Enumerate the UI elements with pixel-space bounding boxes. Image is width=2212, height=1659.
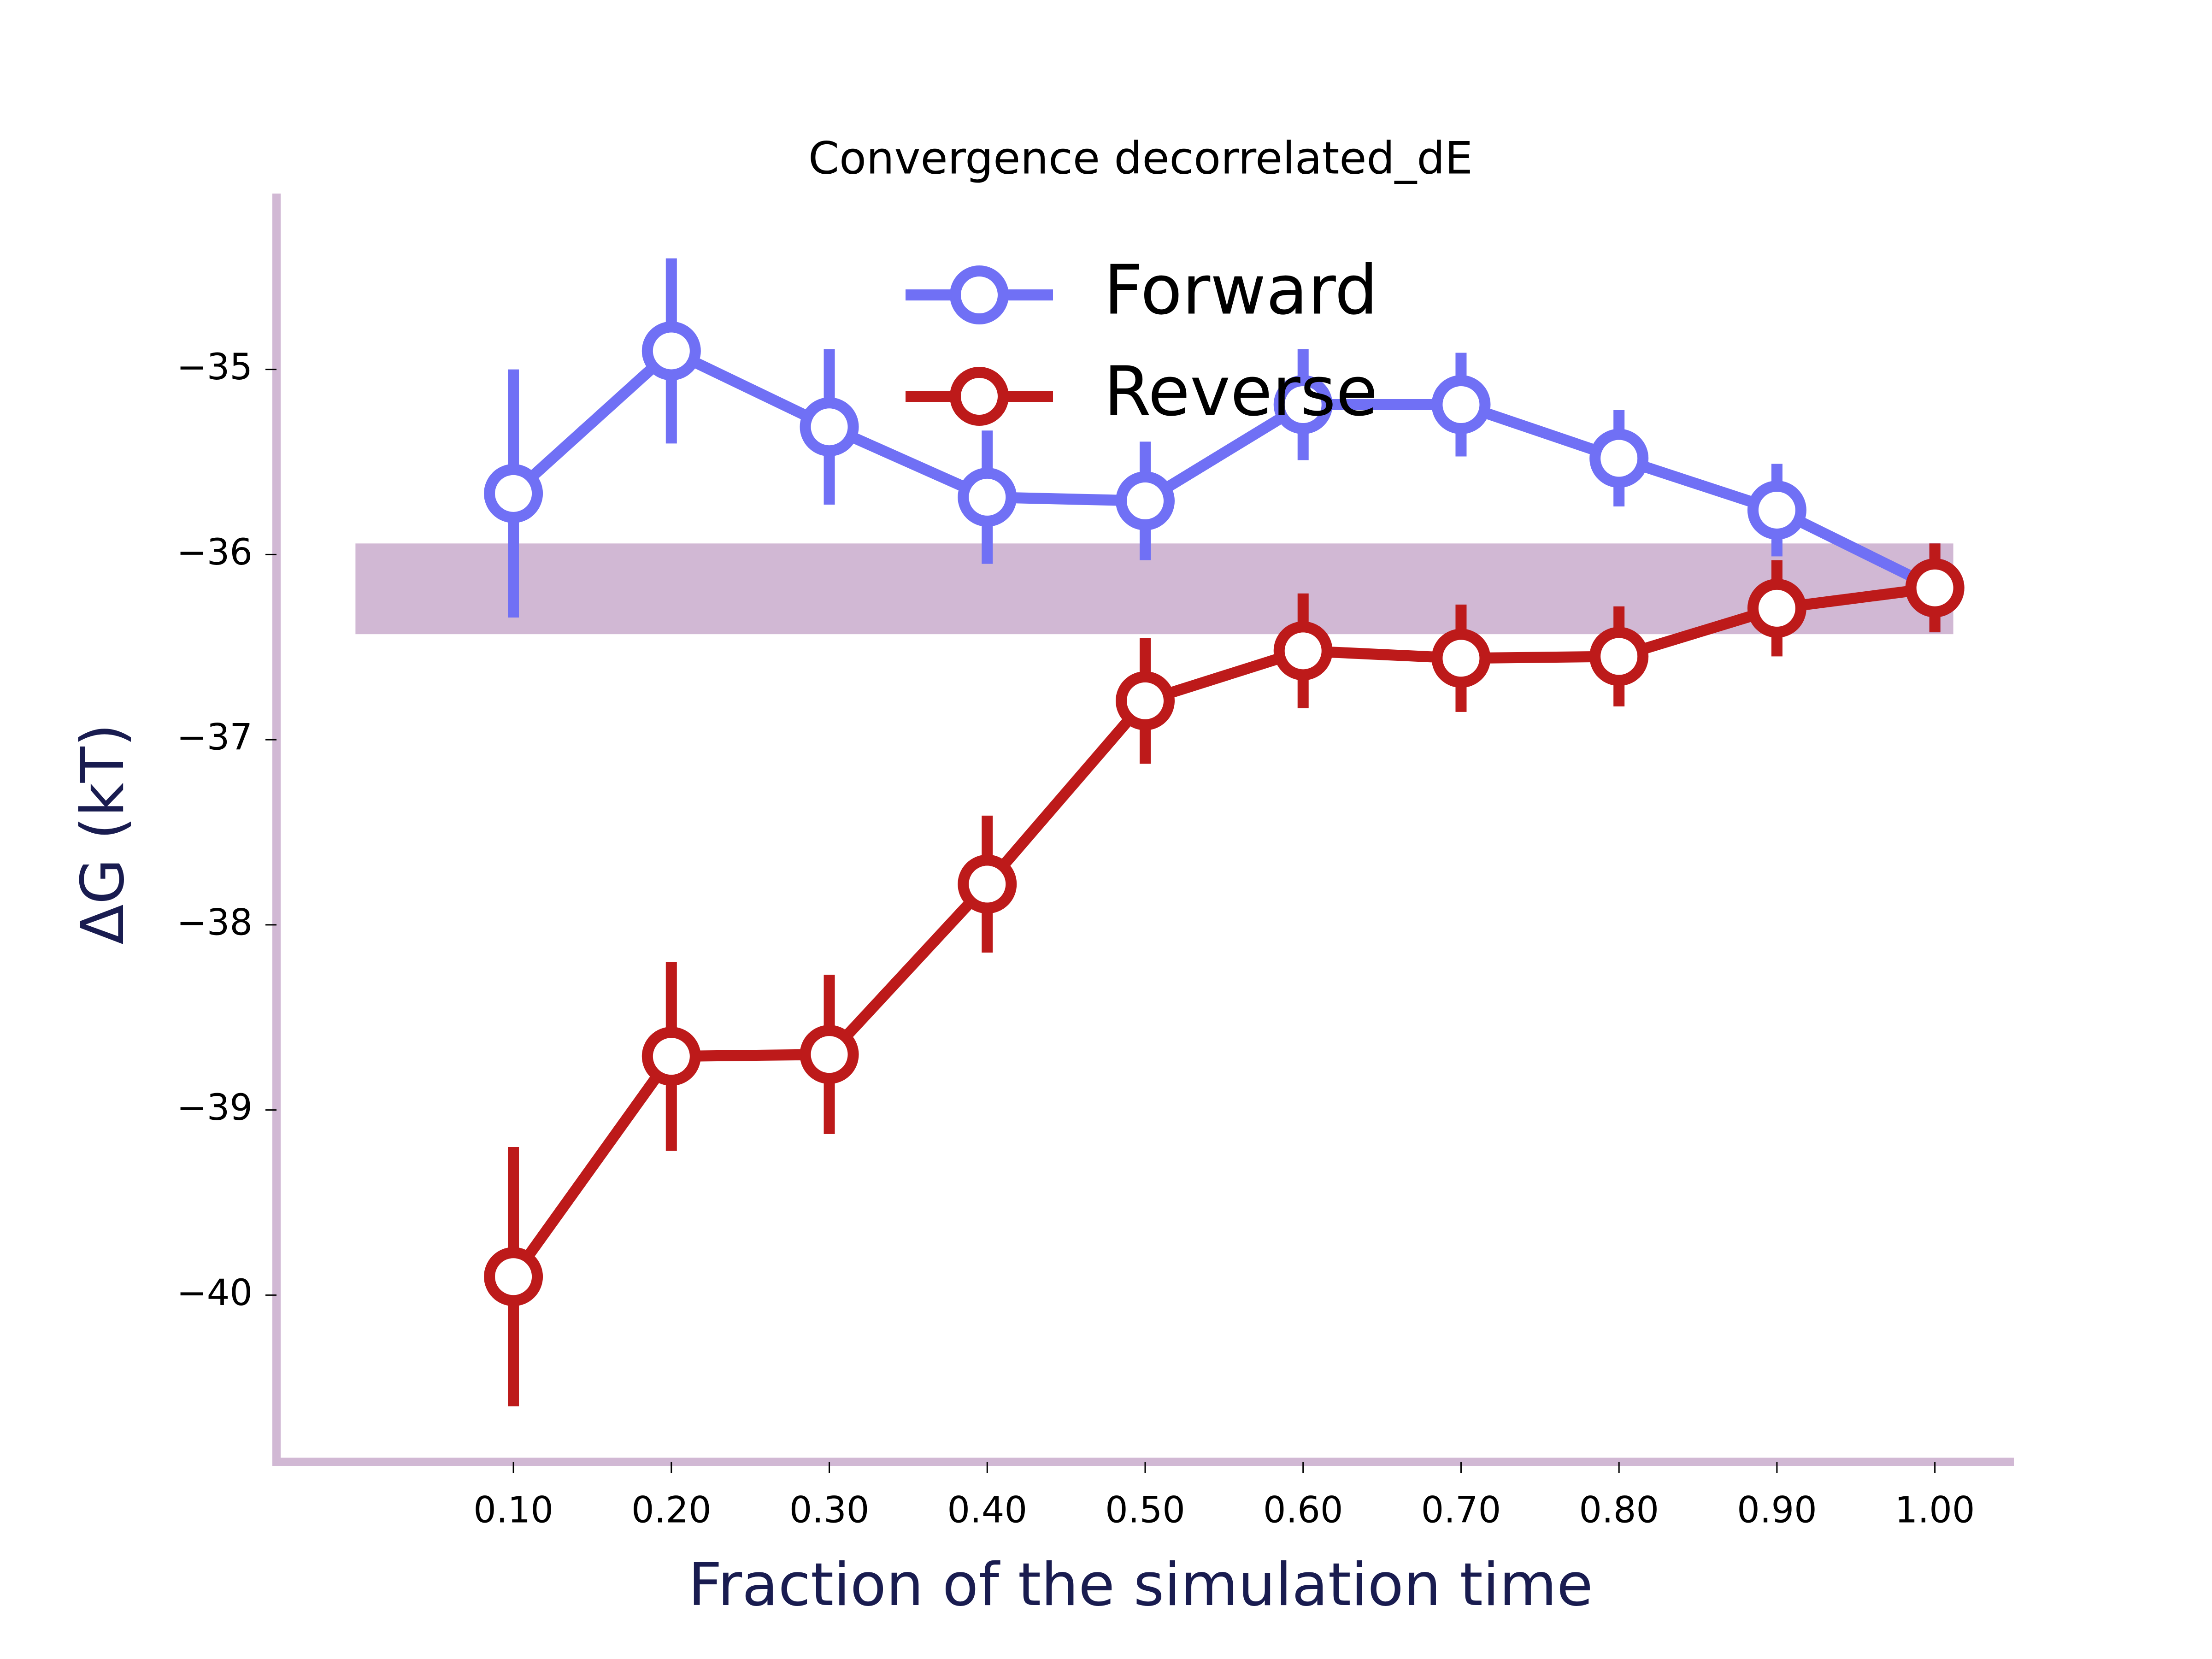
- forward-data-point: [641, 321, 701, 381]
- reverse-data-point: [958, 854, 1017, 914]
- reverse-data-point: [1273, 621, 1333, 681]
- reverse-data-point: [1116, 671, 1175, 730]
- reverse-data-point: [641, 1027, 701, 1086]
- reverse-data-point: [1431, 629, 1491, 688]
- forward-data-point: [800, 397, 859, 457]
- forward-data-point: [1116, 471, 1175, 530]
- legend-reverse-label: Reverse: [1104, 352, 1378, 431]
- reverse-data-point: [484, 1247, 543, 1306]
- legend-forward-marker: [950, 265, 1009, 324]
- y-tick-label: −39: [176, 1087, 253, 1129]
- y-axis-label: ΔG (kT): [69, 724, 137, 945]
- x-tick-label: 0.30: [789, 1489, 870, 1531]
- forward-data-point: [958, 467, 1017, 527]
- reverse-data-point: [1747, 578, 1806, 638]
- y-tick-label: −36: [176, 532, 253, 573]
- y-tick-label: −40: [176, 1272, 253, 1314]
- x-tick-label: 0.40: [947, 1489, 1027, 1531]
- x-tick-label: 1.00: [1895, 1489, 1975, 1531]
- legend-forward-label: Forward: [1104, 251, 1378, 330]
- legend-reverse-marker: [950, 367, 1009, 426]
- reverse-data-point: [1905, 558, 1965, 618]
- y-tick-label: −38: [176, 902, 253, 943]
- forward-data-point: [1589, 429, 1649, 488]
- reverse-series-line: [509, 582, 1936, 1280]
- legend: Forward Reverse: [906, 251, 1378, 431]
- forward-data-point: [484, 464, 543, 523]
- chart-title: Convergence decorrelated_dE: [808, 132, 1473, 184]
- reverse-data-point: [800, 1025, 859, 1084]
- x-tick-label: 0.50: [1105, 1489, 1185, 1531]
- forward-series-line: [510, 345, 1937, 593]
- forward-data-point: [1273, 375, 1333, 434]
- reverse-data-point: [1589, 627, 1649, 686]
- confidence-band: [355, 543, 1953, 635]
- forward-data-point: [1747, 480, 1806, 540]
- x-tick-label: 0.90: [1737, 1489, 1817, 1531]
- x-tick-label: 0.10: [473, 1489, 553, 1531]
- x-tick-label: 0.20: [631, 1489, 712, 1531]
- x-tick-label: 0.60: [1263, 1489, 1343, 1531]
- plot-area: −35 −36 −37 −38 −39 −40 0.10 0.20 0.30 0.40 0.50 0.…: [176, 194, 2014, 1531]
- x-tick-label: 0.80: [1579, 1489, 1659, 1531]
- y-tick-label: −37: [176, 717, 253, 759]
- forward-data-point: [1431, 375, 1491, 434]
- x-axis-label: Fraction of the simulation time: [688, 1551, 1593, 1619]
- y-tick-label: −35: [176, 347, 253, 388]
- x-tick-label: 0.70: [1421, 1489, 1501, 1531]
